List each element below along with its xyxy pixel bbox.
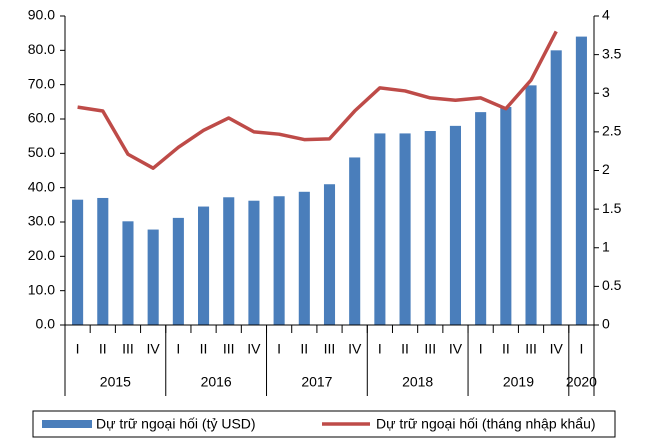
bar	[349, 157, 361, 325]
x-tick-label: I	[378, 341, 382, 357]
y-tick-label: 80.0	[28, 41, 55, 57]
y-tick-label: 50.0	[28, 144, 55, 160]
x-tick-label: I	[277, 341, 281, 357]
y2-tick-label: 0	[602, 316, 610, 332]
x-tick-label: I	[479, 341, 483, 357]
x-tick-label: III	[525, 341, 537, 357]
bar	[97, 197, 109, 325]
legend-label: Dự trữ ngoại hối (tỷ USD)	[96, 416, 256, 432]
x-tick-label: IV	[348, 341, 362, 357]
x-tick-label: III	[223, 341, 235, 357]
bar	[147, 229, 159, 325]
y-tick-label: 0.0	[36, 316, 56, 332]
bar	[399, 133, 411, 325]
bar	[323, 184, 336, 325]
group-label: 2018	[402, 374, 433, 390]
x-tick-label: IV	[550, 341, 564, 357]
bar	[525, 85, 537, 325]
group-label: 2020	[566, 374, 597, 390]
y2-tick-label: 2.5	[602, 123, 622, 139]
x-tick-label: III	[424, 341, 436, 357]
y2-tick-label: 3.5	[602, 45, 622, 61]
y2-tick-label: 1	[602, 238, 610, 254]
bar	[575, 36, 587, 325]
x-tick-label: I	[176, 341, 180, 357]
x-tick-label: I	[76, 341, 80, 357]
x-tick-label: II	[200, 341, 208, 357]
y2-tick-label: 3	[602, 84, 610, 100]
x-tick-label: II	[99, 341, 107, 357]
bar	[449, 125, 461, 325]
bar	[500, 106, 512, 325]
y-tick-label: 60.0	[28, 110, 55, 126]
bar	[424, 131, 436, 325]
y2-tick-label: 4	[602, 7, 610, 23]
bar	[223, 197, 235, 325]
bar	[172, 217, 184, 325]
x-tick-label: III	[324, 341, 336, 357]
y2-tick-label: 0.5	[602, 277, 622, 293]
y-tick-label: 70.0	[28, 75, 55, 91]
group-label: 2019	[503, 374, 534, 390]
y-tick-label: 90.0	[28, 7, 55, 23]
bar	[122, 221, 134, 325]
x-tick-label: IV	[247, 341, 261, 357]
group-label: 2015	[100, 374, 131, 390]
x-tick-label: II	[502, 341, 510, 357]
x-tick-label: II	[300, 341, 308, 357]
bar	[550, 50, 562, 325]
legend-swatch	[42, 420, 92, 428]
bar	[273, 196, 285, 325]
y2-tick-label: 2	[602, 161, 610, 177]
group-label: 2016	[201, 374, 232, 390]
group-label: 2017	[301, 374, 332, 390]
y-tick-label: 30.0	[28, 213, 55, 229]
bar	[72, 199, 84, 325]
bar	[298, 191, 310, 325]
bar	[374, 133, 386, 325]
y-tick-label: 20.0	[28, 247, 55, 263]
bar	[475, 112, 487, 325]
legend-label: Dự trữ ngoại hối (tháng nhập khẩu)	[376, 416, 596, 432]
y-tick-label: 40.0	[28, 178, 55, 194]
x-tick-label: II	[401, 341, 409, 357]
x-tick-label: IV	[449, 341, 463, 357]
x-tick-label: I	[579, 341, 583, 357]
legend-box	[32, 410, 616, 438]
line	[77, 30, 558, 170]
x-tick-label: III	[122, 341, 134, 357]
y-tick-label: 10.0	[28, 281, 55, 297]
y2-tick-label: 1.5	[602, 200, 622, 216]
bar	[198, 206, 210, 325]
x-tick-label: IV	[147, 341, 161, 357]
bar	[248, 200, 260, 325]
